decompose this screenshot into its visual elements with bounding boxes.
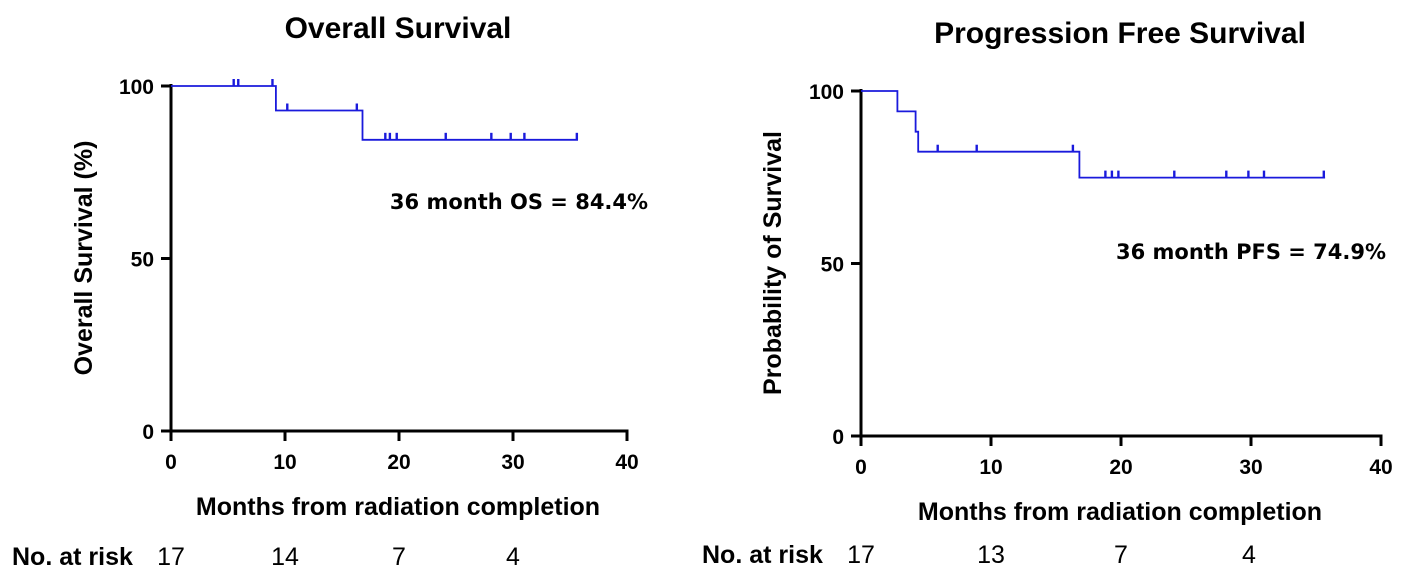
x-tick-label: 30 (1239, 456, 1262, 479)
x-tick-label: 40 (615, 451, 638, 474)
y-tick-label: 50 (821, 254, 844, 277)
chart-title: Overall Survival (285, 12, 512, 45)
x-axis-label: Months from radiation completion (918, 498, 1322, 526)
survival-annotation: 36 month PFS = 74.9% (1116, 240, 1386, 264)
risk-count: 14 (271, 543, 299, 571)
y-tick-label: 100 (119, 76, 154, 99)
survival-curve (861, 90, 1326, 179)
x-tick-label: 30 (501, 451, 524, 474)
risk-count: 13 (977, 541, 1005, 569)
y-axis-label: Overall Survival (%) (70, 141, 98, 376)
survival-curve (171, 85, 578, 141)
risk-count: 17 (157, 543, 185, 571)
y-tick-label: 0 (832, 426, 844, 449)
y-tick-label: 50 (131, 249, 154, 272)
risk-count: 7 (392, 543, 406, 571)
risk-count: 7 (1114, 541, 1128, 569)
y-axis-label: Probability of Survival (759, 131, 787, 395)
x-tick-label: 0 (165, 451, 177, 474)
x-tick-label: 10 (979, 456, 1002, 479)
survival-annotation: 36 month OS = 84.4% (390, 190, 648, 214)
risk-count: 17 (847, 541, 875, 569)
x-tick-label: 10 (273, 451, 296, 474)
x-tick-label: 0 (855, 456, 867, 479)
y-tick-label: 0 (142, 421, 154, 444)
risk-count: 4 (1242, 541, 1256, 569)
x-tick-label: 20 (387, 451, 410, 474)
x-tick-label: 20 (1109, 456, 1132, 479)
x-tick-label: 40 (1369, 456, 1392, 479)
risk-table-label: No. at risk (702, 541, 823, 569)
risk-table-label: No. at risk (12, 543, 133, 571)
chart-title: Progression Free Survival (934, 17, 1306, 50)
y-tick-label: 100 (809, 81, 844, 104)
x-axis-label: Months from radiation completion (196, 493, 600, 521)
risk-count: 4 (506, 543, 520, 571)
